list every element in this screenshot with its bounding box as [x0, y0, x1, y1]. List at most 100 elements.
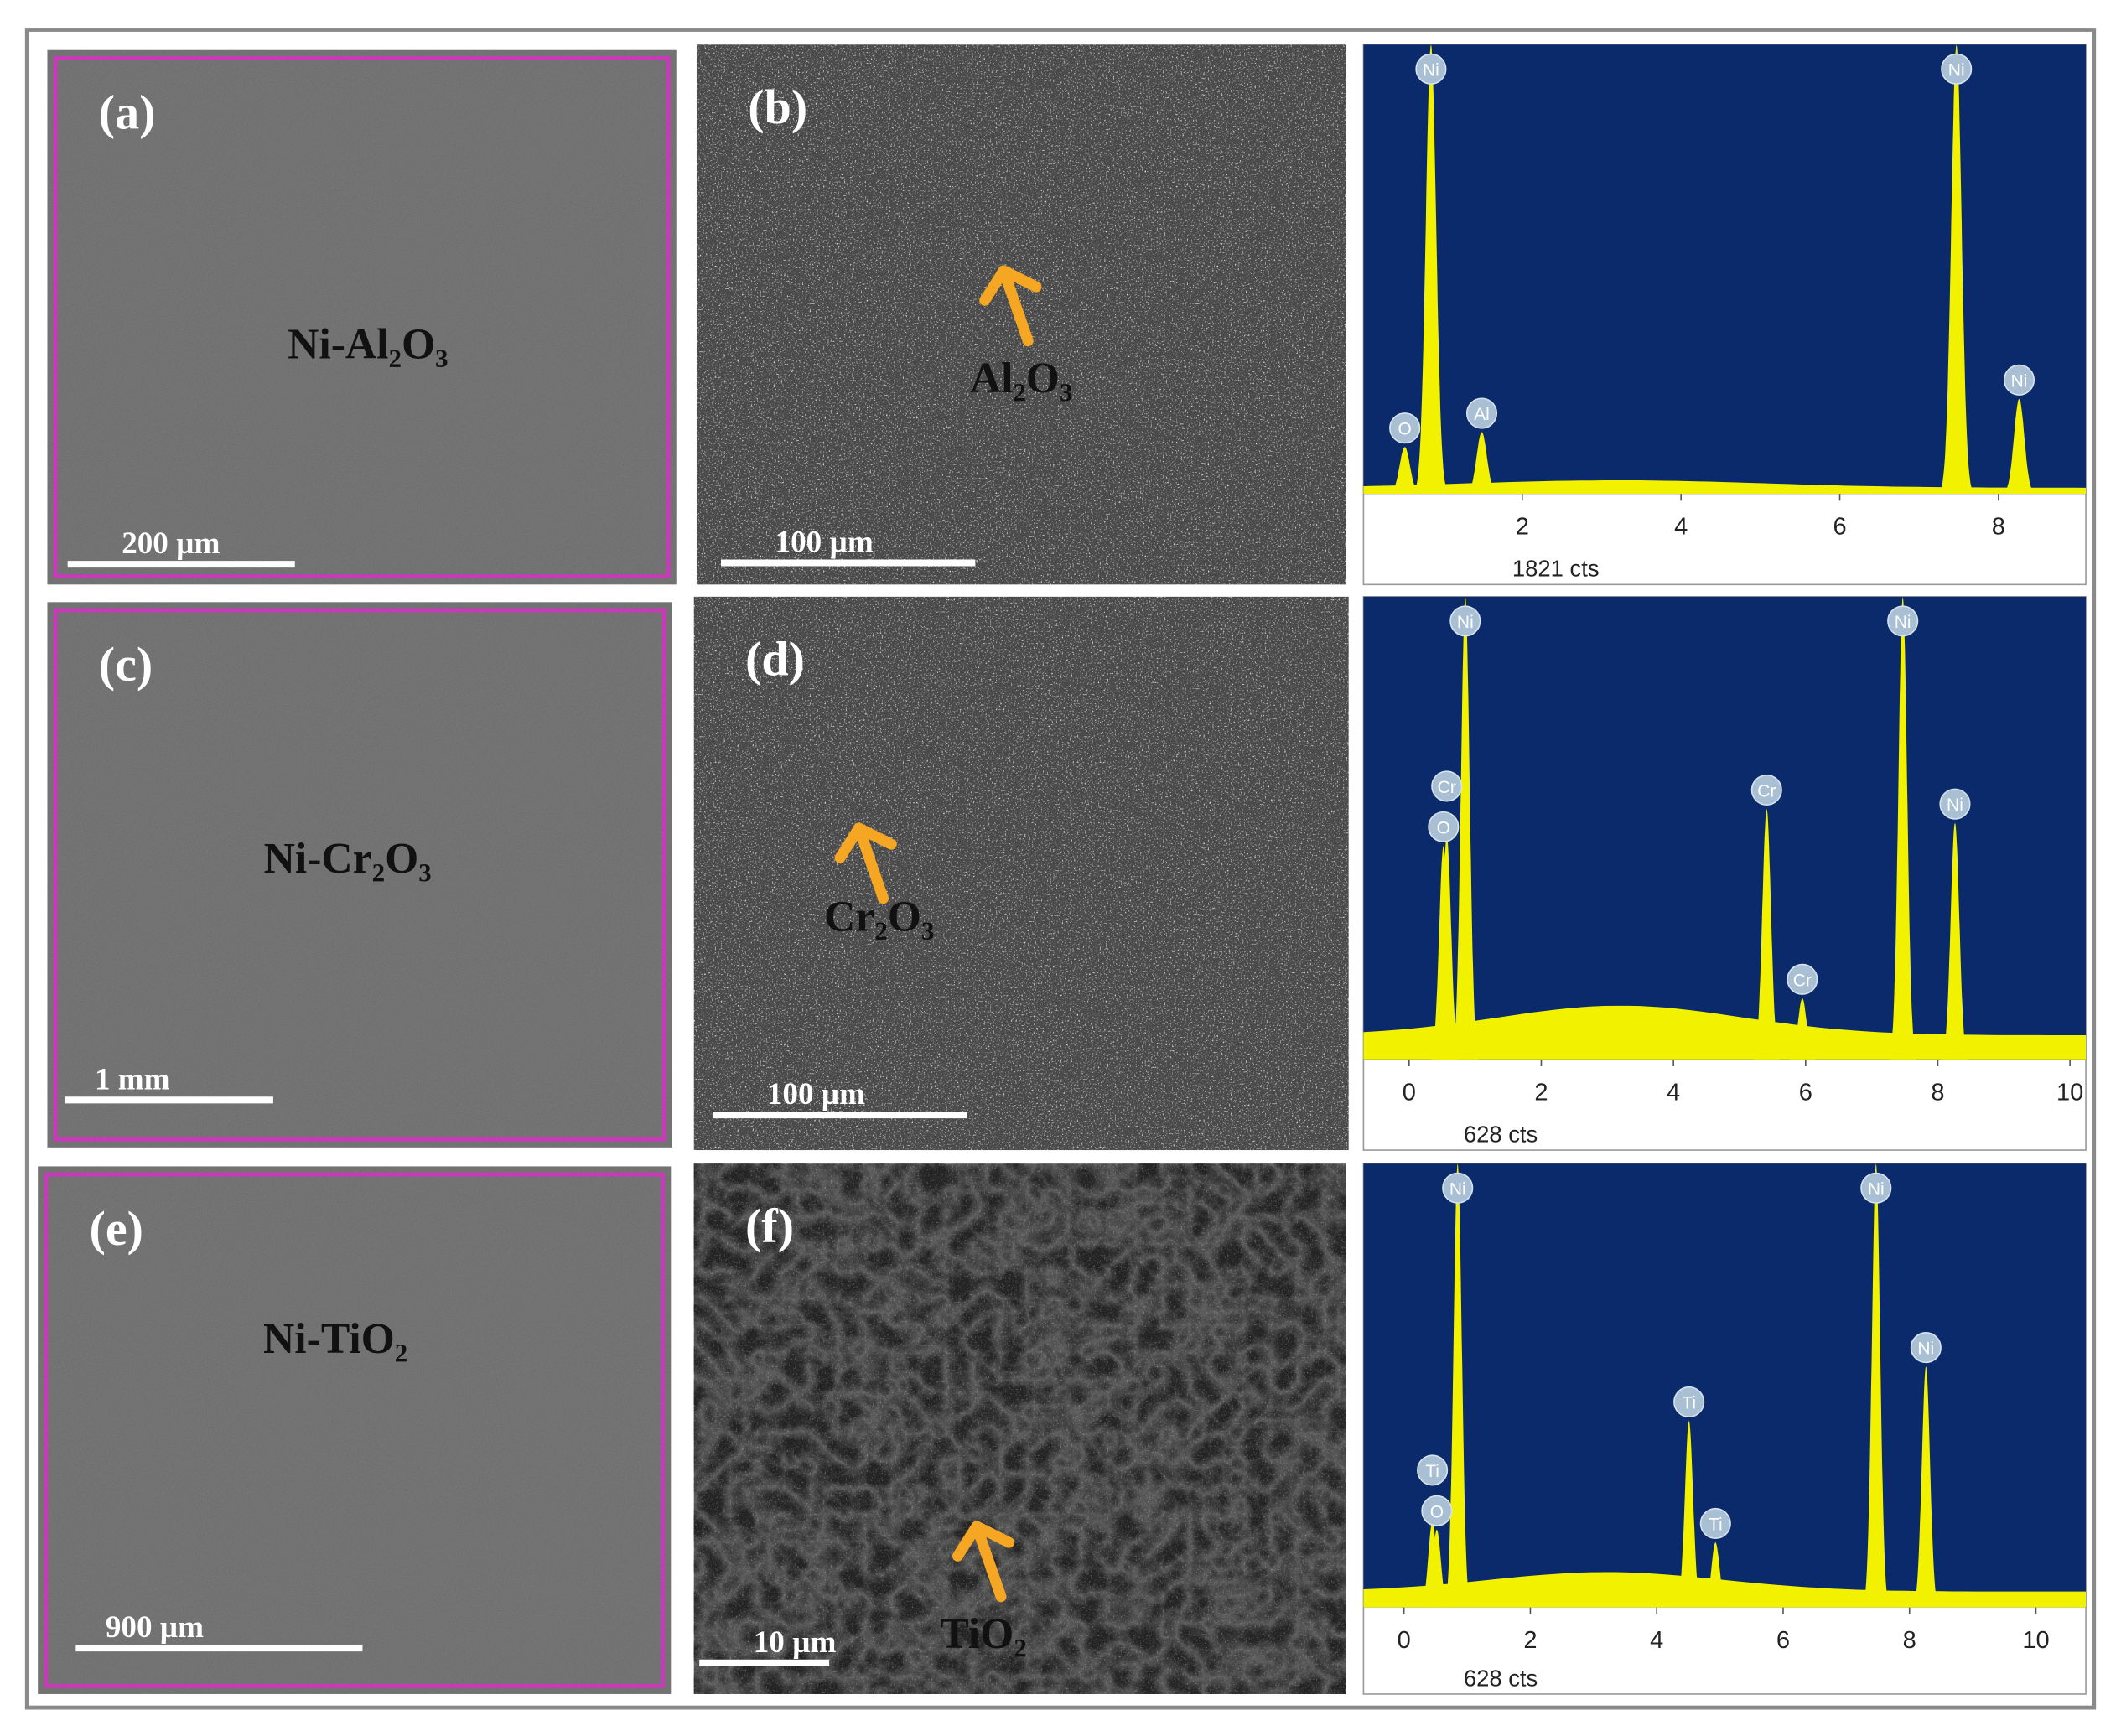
peak-label: Al — [1474, 405, 1490, 424]
x-tick-label: 2 — [1516, 514, 1529, 541]
x-tick-label: 6 — [1776, 1627, 1790, 1654]
scale-bar-label: 900 µm — [106, 1610, 204, 1645]
peak — [1434, 836, 1460, 1060]
peak-label: O — [1437, 818, 1450, 837]
x-tick-label: 10 — [2022, 1627, 2049, 1654]
sem-texture — [38, 1166, 672, 1694]
peak — [1913, 1366, 1939, 1608]
peak-marker — [1860, 1172, 1892, 1204]
x-tick-label: 6 — [1833, 514, 1846, 541]
sem-texture — [693, 596, 1349, 1151]
peak-marker — [1389, 412, 1421, 444]
x-tick-label: 8 — [1903, 1627, 1916, 1654]
peak-label: O — [1430, 1502, 1444, 1521]
peak-marker — [2003, 364, 2035, 396]
spectrum — [1363, 596, 2087, 1060]
spectrum — [1363, 44, 2087, 495]
x-tick-label: 4 — [1667, 1079, 1680, 1106]
sample-frame — [44, 1172, 666, 1688]
x-tick-label: 0 — [1403, 1079, 1416, 1106]
peak — [1419, 1521, 1445, 1608]
peak-label: Ti — [1709, 1516, 1723, 1535]
peak — [1789, 998, 1816, 1060]
spectrum-plot — [1363, 1163, 2087, 1608]
peak — [1415, 44, 1447, 495]
scale-bar-label: 100 µm — [775, 526, 874, 560]
spectrum-plot — [1363, 44, 2087, 495]
sample-label: Ni-Al₂O₃ — [288, 321, 449, 369]
peak-label: Ni — [1423, 60, 1439, 80]
x-tick-label: 6 — [1799, 1079, 1812, 1106]
peak-marker — [1442, 1172, 1474, 1204]
x-tick-label: 4 — [1674, 514, 1688, 541]
x-tick-label: 8 — [1992, 514, 2005, 541]
peak-label: O — [1398, 420, 1412, 439]
x-tick-label: 8 — [1931, 1079, 1944, 1106]
spectrum — [1363, 1163, 2087, 1608]
peak — [1890, 596, 1916, 1060]
peak — [2004, 398, 2035, 495]
panel-label: (f) — [745, 1199, 794, 1253]
peak-label: Ni — [1917, 1340, 1934, 1359]
peak — [1753, 808, 1780, 1060]
peak-marker — [1910, 1332, 1942, 1364]
arrow — [952, 1521, 1015, 1603]
sem-texture — [47, 49, 677, 585]
x-tick-label: 2 — [1534, 1079, 1548, 1106]
arrow — [834, 822, 897, 904]
peak-marker — [1428, 811, 1460, 842]
peak-label: Cr — [1757, 781, 1776, 801]
counts-label: 1821 cts — [1512, 556, 1600, 582]
peak-label: Ni — [1457, 613, 1474, 632]
peak-label: Ni — [1948, 60, 1965, 80]
arrow — [979, 265, 1042, 347]
counts-label: 628 cts — [1464, 1665, 1538, 1691]
peak-marker — [1673, 1386, 1705, 1418]
peak-marker — [1415, 53, 1447, 85]
peak-marker — [1431, 770, 1463, 802]
background — [1363, 480, 2087, 495]
peak-label: Ti — [1682, 1394, 1696, 1413]
peak — [1389, 447, 1421, 495]
particle-label: TiO₂ — [940, 1610, 1026, 1658]
peak-label: Ti — [1425, 1462, 1439, 1481]
x-tick-label: 0 — [1398, 1627, 1411, 1654]
peak-marker — [1939, 788, 1971, 820]
peak-marker — [1750, 774, 1782, 806]
panel-label: (a) — [99, 85, 156, 139]
background — [1363, 1572, 2087, 1608]
sample-frame — [53, 608, 666, 1142]
peak — [1703, 1542, 1728, 1608]
peak — [1941, 44, 1973, 495]
peak-marker — [1465, 397, 1498, 429]
peak-label: Ni — [1895, 613, 1911, 632]
peak-marker — [1449, 605, 1481, 637]
scale-bar-label: 200 µm — [122, 526, 220, 561]
x-tick-label: 2 — [1523, 1627, 1537, 1654]
peak — [1466, 432, 1498, 495]
sample-label: Ni-Cr₂O₃ — [264, 835, 432, 883]
peak-marker — [1417, 1454, 1449, 1486]
panel-label: (e) — [89, 1201, 143, 1256]
peak-label: Ni — [2011, 371, 2028, 391]
peak-label: Cr — [1438, 778, 1456, 797]
peak-marker — [1787, 963, 1818, 995]
scale-bar-label: 10 µm — [754, 1625, 837, 1660]
peak-label: Ni — [1449, 1179, 1466, 1199]
sem-texture — [47, 602, 672, 1148]
x-tick-label: 10 — [2056, 1079, 2083, 1106]
spectrum-plot — [1363, 596, 2087, 1060]
peak-label: Ni — [1947, 795, 1963, 815]
scale-bar-label: 100 µm — [767, 1077, 865, 1112]
particle-label: Cr₂O₃ — [824, 894, 934, 941]
peak — [1942, 822, 1968, 1060]
peak-label: Cr — [1793, 971, 1812, 990]
sample-frame — [53, 55, 671, 579]
peak-marker — [1941, 53, 1973, 85]
counts-label: 628 cts — [1464, 1121, 1538, 1147]
peak — [1452, 596, 1479, 1060]
panel-label: (c) — [99, 637, 153, 692]
panel-label: (b) — [748, 80, 807, 134]
